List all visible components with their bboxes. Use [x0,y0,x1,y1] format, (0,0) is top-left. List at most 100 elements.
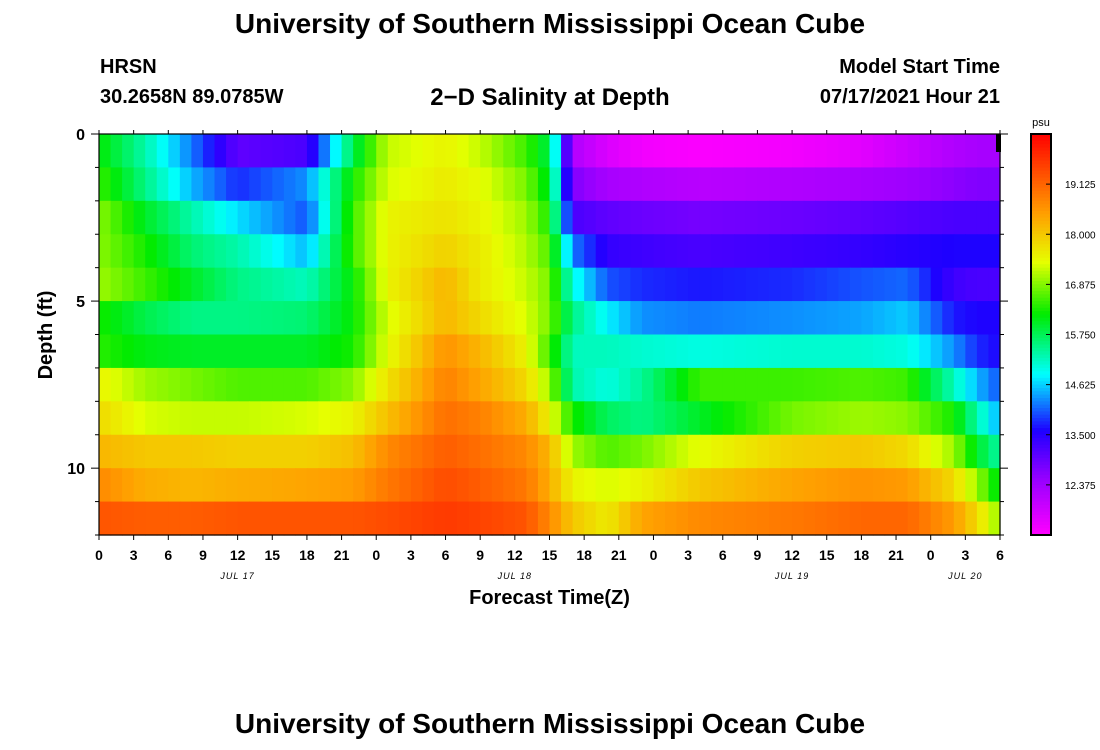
colorbar-swatch [1031,354,1051,359]
heatmap-cell [872,301,886,336]
heatmap-cell [260,401,273,436]
heatmap-cell [907,134,920,169]
heatmap-cell [976,301,990,336]
heatmap-cell [503,134,516,169]
heatmap-cell [364,367,377,402]
heatmap-cell [561,434,574,469]
heatmap-cell [607,401,620,436]
heatmap-cell [514,234,527,269]
heatmap-cell [988,401,1001,436]
colorbar-swatch [1031,528,1051,533]
heatmap-cell [445,468,458,503]
heatmap-cell [572,501,585,536]
heatmap-cell [133,501,146,536]
heatmap-cell [283,200,296,235]
heatmap-cell [815,501,828,536]
heatmap-cell [734,234,747,269]
heatmap-cell [226,334,239,369]
heatmap-cell [976,434,990,469]
heatmap-cell [653,267,666,302]
colorbar-swatch [1031,458,1051,463]
heatmap-cell [99,434,112,469]
heatmap-cell [537,401,551,436]
heatmap-cell [653,434,666,469]
colorbar-swatch [1031,170,1051,175]
heatmap-cell [295,401,308,436]
heatmap-cell [988,334,1001,369]
colorbar-swatch [1031,374,1051,379]
heatmap-cell [561,234,574,269]
heatmap-cells [99,134,1001,536]
heatmap-cell [919,234,932,269]
heatmap-cell [526,501,539,536]
heatmap-cell [838,234,851,269]
heatmap-cell [133,167,146,202]
heatmap-cell [353,200,366,235]
heatmap-cell [988,367,1001,402]
heatmap-cell [676,367,689,402]
colorbar-swatch [1031,164,1051,169]
heatmap-cell [491,301,504,336]
heatmap-cell [561,200,574,235]
heatmap-cell [514,401,527,436]
heatmap-cell [780,234,793,269]
heatmap-cell [283,501,296,536]
heatmap-cell [965,401,978,436]
heatmap-cell [757,167,770,202]
heatmap-cell [410,501,424,536]
heatmap-cell [179,401,193,436]
heatmap-cell [699,334,712,369]
heatmap-cell [122,301,135,336]
x-tick-label: 18 [299,547,315,563]
heatmap-cell [376,501,389,536]
colorbar-swatch [1031,491,1051,496]
heatmap-cell [711,501,724,536]
heatmap-cell [561,501,574,536]
heatmap-cell [676,468,689,503]
heatmap-cell [514,434,527,469]
heatmap-cell [722,468,735,503]
heatmap-cell [768,234,782,269]
heatmap-cell [410,401,424,436]
heatmap-cell [537,200,551,235]
colorbar-swatch [1031,421,1051,426]
heatmap-cell [457,434,470,469]
heatmap-cell [699,134,712,169]
heatmap-cell [618,501,631,536]
heatmap-cell [965,234,978,269]
heatmap-cell [745,501,759,536]
heatmap-cell [202,200,216,235]
heatmap-cell [826,334,839,369]
heatmap-cell [179,301,193,336]
heatmap-cell [618,334,631,369]
heatmap-cell [930,501,943,536]
heatmap-cell [826,401,839,436]
heatmap-cell [514,468,527,503]
heatmap-cell [665,301,678,336]
heatmap-cell [491,468,504,503]
heatmap-cell [549,401,562,436]
heatmap-cell [156,200,169,235]
heatmap-cell [457,200,470,235]
heatmap-cell [618,434,631,469]
heatmap-cell [641,334,655,369]
heatmap-cell [584,468,597,503]
colorbar-swatch [1031,277,1051,282]
heatmap-cell [99,301,112,336]
heatmap-cell [768,434,782,469]
heatmap-cell [849,468,862,503]
heatmap-cell [168,301,181,336]
heatmap-cell [156,367,169,402]
heatmap-cell [803,167,816,202]
heatmap-cell [884,501,897,536]
colorbar-swatch [1031,297,1051,302]
heatmap-cell [387,434,400,469]
x-tick-label: 21 [334,547,350,563]
heatmap-cell [168,367,181,402]
heatmap-cell [491,367,504,402]
heatmap-cell [572,134,585,169]
heatmap-cell [953,501,966,536]
heatmap-cell [226,501,239,536]
heatmap-cell [872,200,886,235]
heatmap-cell [953,434,966,469]
